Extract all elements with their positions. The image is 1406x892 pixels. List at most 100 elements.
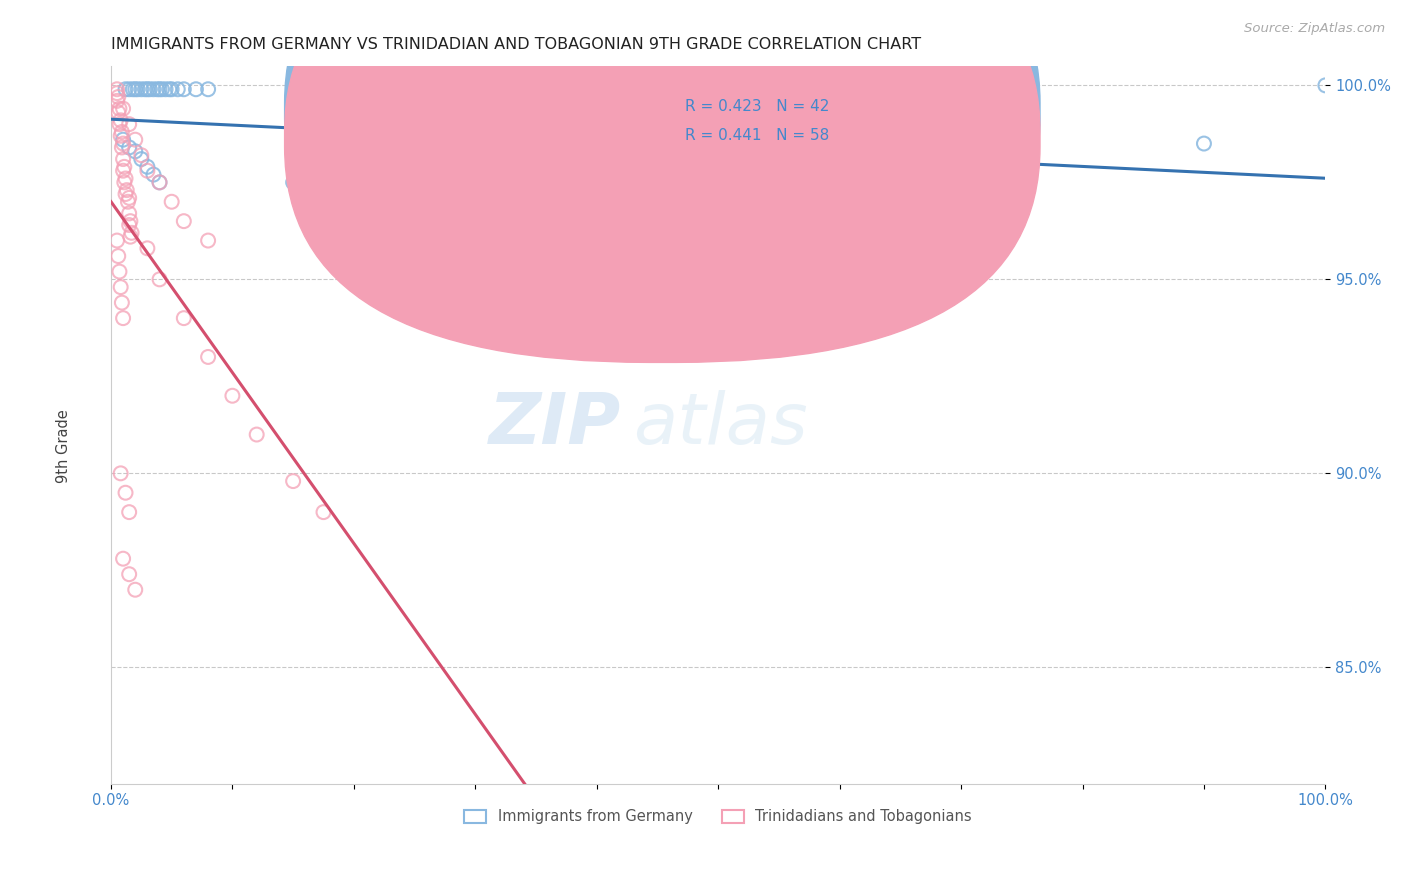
Point bbox=[111, 125, 134, 139]
Point bbox=[120, 229, 142, 244]
Point bbox=[120, 214, 142, 228]
Point bbox=[112, 133, 135, 147]
Point bbox=[1192, 136, 1215, 151]
Point bbox=[173, 82, 195, 96]
Point bbox=[118, 82, 141, 96]
Point bbox=[124, 133, 146, 147]
Point bbox=[148, 272, 170, 286]
Point bbox=[108, 102, 131, 116]
Legend: Immigrants from Germany, Trinidadians and Tobagonians: Immigrants from Germany, Trinidadians an… bbox=[458, 804, 979, 830]
Text: Source: ZipAtlas.com: Source: ZipAtlas.com bbox=[1244, 22, 1385, 36]
Text: IMMIGRANTS FROM GERMANY VS TRINIDADIAN AND TOBAGONIAN 9TH GRADE CORRELATION CHAR: IMMIGRANTS FROM GERMANY VS TRINIDADIAN A… bbox=[111, 37, 921, 53]
Point bbox=[391, 202, 413, 217]
Point bbox=[131, 148, 153, 162]
Point bbox=[150, 82, 173, 96]
Point bbox=[117, 194, 139, 209]
Point bbox=[114, 171, 136, 186]
Point bbox=[160, 194, 183, 209]
Point bbox=[136, 160, 159, 174]
Point bbox=[118, 505, 141, 519]
Point bbox=[105, 234, 128, 248]
Point bbox=[148, 175, 170, 189]
Point bbox=[246, 427, 269, 442]
Point bbox=[110, 467, 132, 481]
Text: 9th Grade: 9th Grade bbox=[56, 409, 70, 483]
Point bbox=[184, 82, 207, 96]
Point bbox=[114, 186, 136, 201]
Point bbox=[112, 160, 135, 174]
Point bbox=[550, 245, 572, 260]
Point bbox=[107, 249, 129, 263]
Point bbox=[110, 113, 132, 128]
Point bbox=[118, 140, 141, 154]
Point bbox=[118, 567, 141, 582]
Point bbox=[281, 474, 304, 488]
Point bbox=[134, 82, 156, 96]
Point bbox=[139, 82, 162, 96]
Point bbox=[1315, 78, 1337, 93]
Point bbox=[112, 102, 135, 116]
Point bbox=[112, 163, 135, 178]
Point bbox=[197, 350, 219, 364]
Point bbox=[146, 82, 169, 96]
Point bbox=[105, 82, 128, 96]
Point bbox=[111, 140, 134, 154]
Point bbox=[312, 505, 335, 519]
Point bbox=[118, 218, 141, 232]
Point bbox=[105, 86, 128, 100]
Point bbox=[115, 183, 138, 197]
Point bbox=[112, 551, 135, 566]
Point bbox=[114, 82, 136, 96]
Point bbox=[136, 163, 159, 178]
Point bbox=[281, 175, 304, 189]
Point bbox=[112, 152, 135, 166]
Point bbox=[108, 264, 131, 278]
Point bbox=[110, 128, 132, 143]
Point bbox=[131, 152, 153, 166]
Point bbox=[110, 280, 132, 294]
Point bbox=[148, 175, 170, 189]
Point bbox=[160, 82, 183, 96]
Point bbox=[166, 82, 188, 96]
Text: atlas: atlas bbox=[633, 391, 808, 459]
Point bbox=[148, 82, 170, 96]
Point bbox=[142, 168, 165, 182]
FancyBboxPatch shape bbox=[284, 0, 1040, 334]
Point bbox=[173, 311, 195, 326]
Point bbox=[197, 82, 219, 96]
Text: R = 0.423   N = 42: R = 0.423 N = 42 bbox=[685, 99, 830, 114]
Point bbox=[142, 82, 165, 96]
Point bbox=[127, 82, 149, 96]
Point bbox=[112, 175, 135, 189]
Point bbox=[108, 117, 131, 131]
Point bbox=[118, 206, 141, 220]
Point bbox=[121, 226, 143, 240]
Point bbox=[121, 82, 143, 96]
Point bbox=[173, 214, 195, 228]
Point bbox=[118, 191, 141, 205]
Point bbox=[118, 117, 141, 131]
Point bbox=[111, 295, 134, 310]
Point bbox=[124, 82, 146, 96]
Point bbox=[440, 214, 463, 228]
Point bbox=[136, 241, 159, 255]
Point bbox=[124, 145, 146, 159]
Point bbox=[155, 82, 177, 96]
Point bbox=[107, 90, 129, 104]
Point bbox=[318, 183, 340, 197]
Point bbox=[124, 582, 146, 597]
Point bbox=[105, 94, 128, 108]
Point bbox=[197, 234, 219, 248]
FancyBboxPatch shape bbox=[627, 87, 889, 163]
Point bbox=[114, 485, 136, 500]
Point bbox=[107, 105, 129, 120]
Point bbox=[501, 234, 523, 248]
Point bbox=[221, 389, 243, 403]
Text: R = 0.441   N = 58: R = 0.441 N = 58 bbox=[685, 128, 830, 143]
Point bbox=[136, 82, 159, 96]
Text: ZIP: ZIP bbox=[489, 391, 621, 459]
Point bbox=[157, 82, 180, 96]
FancyBboxPatch shape bbox=[284, 0, 1040, 362]
Point bbox=[112, 311, 135, 326]
Point bbox=[112, 136, 135, 151]
